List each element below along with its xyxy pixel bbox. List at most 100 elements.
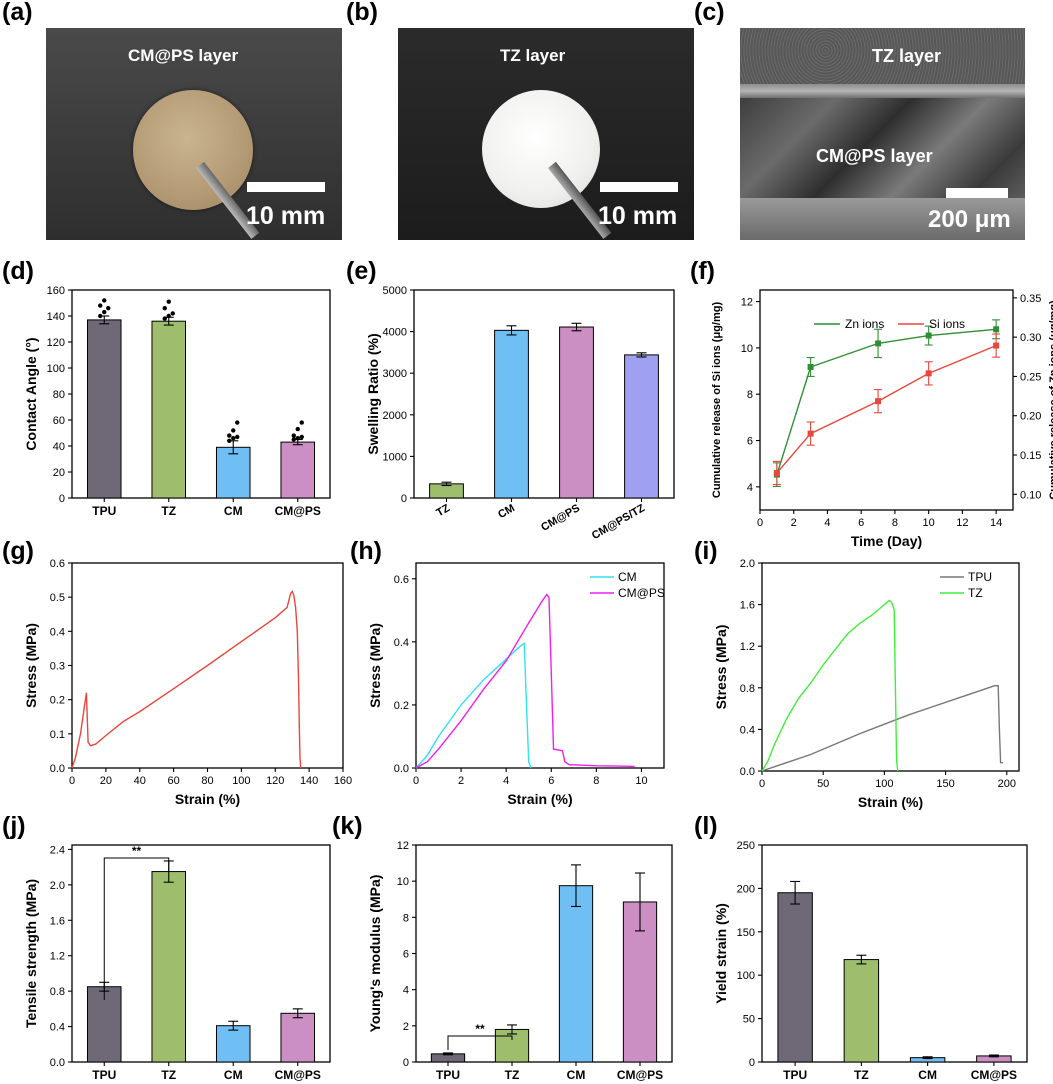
- x-tick-label-d: TZ: [161, 504, 176, 518]
- x-tick-label-j: TZ: [161, 1068, 176, 1082]
- bar-e-CM@PS: [559, 326, 594, 499]
- bar-e-CM@PS/TZ: [624, 354, 659, 499]
- significance-bracket-k: [447, 1035, 513, 1050]
- layer-interface: [740, 84, 1025, 98]
- x-tick-label-e: TZ: [434, 502, 452, 519]
- significance-bracket-j: [103, 857, 170, 1000]
- y-tick-label-f-right: 0.20: [1020, 411, 1041, 423]
- x-tick-label-i: 0: [759, 778, 765, 790]
- x-tick-label-f: 8: [892, 517, 898, 529]
- x-tick-label-h: 0: [413, 775, 419, 787]
- tz-layer-region: [740, 28, 1025, 84]
- x-tick-label-h: 10: [635, 775, 647, 787]
- y-tick-label-f-left: 12: [741, 297, 753, 309]
- y-tick-label-d: 140: [47, 311, 65, 323]
- data-point-d: [231, 428, 236, 433]
- data-point-d: [162, 306, 167, 311]
- x-tick-label-f: 4: [824, 517, 830, 529]
- legend-label-cm: CM: [618, 570, 637, 584]
- stress-strain-curve-tpu: [761, 685, 1004, 772]
- y-tick-label-l: 200: [737, 883, 755, 895]
- photo-tz-layer: TZ layer 10 mm: [398, 28, 694, 240]
- y-tick-label-e: 1000: [383, 451, 407, 463]
- x-tick-label-i: 50: [817, 778, 829, 790]
- caption-cm-ps-layer: CM@PS layer: [816, 146, 933, 166]
- panel-label-d: (d): [2, 257, 34, 285]
- y-tick-label-h: 0.0: [394, 763, 409, 775]
- legend-label-tz: TZ: [968, 586, 983, 600]
- y-tick-label-e: 0: [401, 493, 407, 505]
- stress-strain-curve-cm-ps: [415, 593, 635, 769]
- y-tick-label-l: 50: [743, 1014, 755, 1026]
- x-axis-label-g: Strain (%): [175, 791, 240, 807]
- x-tick-label-k: TZ: [505, 1068, 520, 1082]
- y-tick-label-k: 12: [397, 840, 409, 852]
- scale-bar-label: 200 μm: [928, 206, 1011, 233]
- y-tick-label-j: 1.6: [50, 915, 65, 927]
- y-tick-label-f-left: 6: [747, 436, 753, 448]
- x-tick-label-l: TZ: [854, 1068, 869, 1082]
- plot-frame-l: [761, 844, 1028, 1063]
- y-tick-label-k: 8: [403, 912, 409, 924]
- legend-label-cm-ps: CM@PS: [618, 586, 665, 600]
- bar-j-TZ: [151, 871, 187, 1063]
- y-tick-label-l: 250: [737, 840, 755, 852]
- x-tick-label-l: TPU: [783, 1068, 807, 1082]
- y-tick-label-d: 40: [53, 441, 65, 453]
- data-point-d: [299, 420, 304, 425]
- sem-cross-section: TZ layer CM@PS layer 200 μm: [740, 28, 1025, 240]
- panel-label-b: (b): [346, 0, 378, 26]
- y-tick-label-g: 0.2: [50, 695, 65, 707]
- y-tick-label-i: 0.4: [740, 724, 755, 736]
- data-point-f: [925, 370, 932, 377]
- x-tick-label-f: 2: [791, 517, 797, 529]
- panel-label-c: (c): [694, 0, 725, 26]
- x-tick-label-f: 14: [990, 517, 1002, 529]
- y-tick-label-g: 0.4: [50, 626, 65, 638]
- data-point-d: [299, 434, 304, 440]
- x-tick-label-g: 160: [334, 775, 352, 787]
- data-point-d: [162, 316, 167, 321]
- bar-d-CM@PS: [280, 441, 316, 499]
- y-tick-label-j: 2.4: [50, 844, 65, 856]
- caption-tz-layer: TZ layer: [872, 46, 942, 66]
- data-point-f: [925, 332, 932, 339]
- panel-label-l: (l): [694, 812, 718, 840]
- y-tick-label-e: 3000: [383, 368, 407, 380]
- y-tick-label-i: 1.2: [740, 641, 755, 653]
- stress-strain-curve-tz: [761, 599, 899, 772]
- data-point-f: [807, 364, 814, 370]
- bar-l-TZ: [843, 959, 880, 1063]
- plot-frame-j: [71, 844, 331, 1063]
- y-tick-label-k: 10: [397, 876, 409, 888]
- y-tick-label-h: 0.6: [394, 574, 409, 586]
- panel-label-g: (g): [2, 537, 34, 565]
- bar-j-CM: [215, 1025, 251, 1063]
- data-point-d: [227, 438, 232, 443]
- x-tick-label-k: CM: [567, 1068, 586, 1082]
- y-tick-label-k: 2: [403, 1021, 409, 1033]
- caption-cm-ps-layer: CM@PS layer: [128, 46, 239, 65]
- y-axis-label-h: Stress (MPa): [367, 623, 383, 708]
- x-tick-label-g: 140: [300, 775, 318, 787]
- y-tick-label-i: 2.0: [740, 558, 755, 570]
- stress-strain-curve-cm: [415, 642, 532, 769]
- legend-label-tpu: TPU: [968, 570, 992, 584]
- plot-frame-h: [415, 562, 665, 769]
- stress-strain-curve-g: [71, 589, 302, 769]
- plot-frame-i: [761, 562, 1020, 772]
- data-point-d: [227, 433, 232, 438]
- bar-e-CM: [494, 329, 529, 499]
- data-point-d: [106, 306, 111, 311]
- y-tick-label-i: 1.6: [740, 600, 755, 612]
- x-axis-label-i: Strain (%): [858, 794, 923, 810]
- x-tick-label-d: TPU: [92, 504, 116, 518]
- panel-label-h: (h): [350, 537, 382, 565]
- y-axis-label-left-f: Cumulative release of Si ions (μg/mg): [711, 302, 723, 499]
- photo-cm-ps-layer: CM@PS layer 10 mm: [46, 28, 342, 240]
- scale-bar: [600, 182, 678, 192]
- x-tick-label-g: 60: [168, 775, 180, 787]
- caption-tz-layer: TZ layer: [500, 46, 566, 65]
- x-axis-label-h: Strain (%): [507, 791, 572, 807]
- y-tick-label-f-right: 0.15: [1020, 450, 1041, 462]
